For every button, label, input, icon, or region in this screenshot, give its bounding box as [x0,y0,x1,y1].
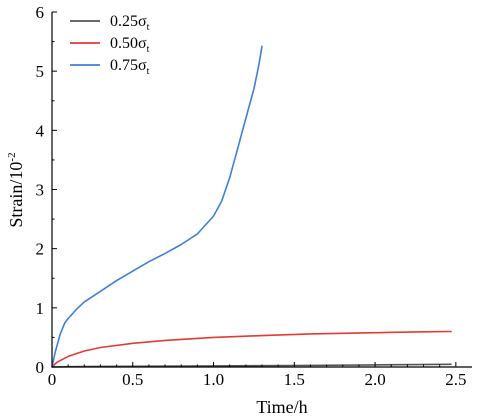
legend-label: 0.50σt [110,35,150,55]
y-tick-label: 1 [36,299,45,318]
series-line-3 [51,45,263,368]
y-tick-label: 3 [36,181,45,200]
legend-entry: 0.25σt [70,13,150,33]
legend-label-main: 0.50σ [110,35,147,52]
y-tick-label: 6 [36,3,45,22]
legend-label-subscript: t [147,66,150,77]
x-tick-label: 2.0 [364,370,385,389]
legend-label-subscript: t [147,22,150,33]
y-tick-label: 2 [36,240,45,259]
x-axis-title: Time/h [256,397,307,417]
legend-label-main: 0.25σ [110,13,147,30]
legend-label: 0.75σt [110,57,150,77]
series-lines [51,45,452,368]
series-line-2 [51,330,452,368]
legend-label-subscript: t [147,44,150,55]
legend-entry: 0.50σt [70,35,150,55]
x-tick-label: 0 [48,370,57,389]
x-tick-label: 0.5 [122,370,143,389]
y-tick-label: 0 [36,358,45,377]
x-tick-label: 2.5 [445,370,466,389]
y-axis-title-superscript: -2 [6,152,18,161]
y-axis-title-main: Strain/10 [6,162,26,228]
tick-marks [51,11,457,368]
y-axis-title: Strain/10-2 [6,152,26,227]
y-tick-label: 4 [36,121,45,140]
x-tick-label: 1.5 [284,370,305,389]
legend-label: 0.25σt [110,13,150,33]
axis-titles: Time/h Strain/10-2 [6,152,308,417]
y-tick-label: 5 [36,62,45,81]
legend-entry: 0.75σt [70,57,150,77]
tick-labels: 0 0.5 1.0 1.5 2.0 2.5 0 1 2 3 4 5 6 [36,3,467,389]
x-tick-label: 1.0 [203,370,224,389]
legend-label-main: 0.75σ [110,57,147,74]
